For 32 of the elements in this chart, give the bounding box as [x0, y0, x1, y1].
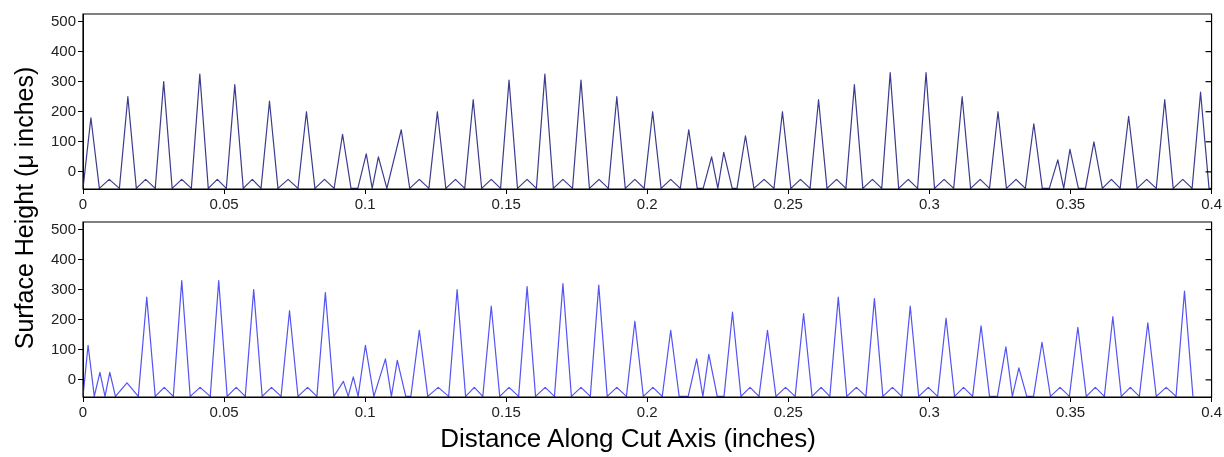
y-tick-label: 0: [67, 162, 76, 179]
y-tick-label: 100: [50, 339, 76, 357]
x-tick-label: 0.05: [209, 403, 239, 421]
y-tick-label: 500: [50, 11, 76, 29]
y-tick-label: 300: [50, 71, 76, 89]
x-tick-label: 0: [78, 403, 88, 421]
y-tick-label: 300: [50, 279, 76, 297]
x-tick-label: 0.4: [1201, 403, 1222, 421]
y-tick-label: 500: [50, 219, 76, 237]
y-tick-label: 0: [67, 370, 76, 387]
y-tick-label: 200: [50, 101, 76, 119]
x-tick-label: 0.4: [1201, 195, 1222, 213]
x-tick-label: 0.35: [1055, 403, 1086, 421]
x-tick-label: 0.25: [773, 403, 803, 421]
x-tick-label: 0.05: [209, 195, 239, 213]
y-tick-label: 100: [50, 131, 76, 149]
x-tick-label: 0.3: [919, 403, 940, 421]
x-tick-label: 0.15: [491, 195, 521, 213]
x-tick-label: 0.1: [354, 403, 376, 421]
x-tick-label: 0.3: [919, 195, 940, 213]
x-tick-label: 0.2: [636, 195, 658, 213]
y-axis-title: Surface Height (μ inches): [9, 66, 39, 350]
x-tick-label: 0.2: [636, 403, 658, 421]
x-tick-label: 0.15: [491, 403, 521, 421]
x-axis-title: Distance Along Cut Axis (inches): [440, 422, 816, 454]
x-tick-label: 0: [78, 195, 88, 213]
x-tick-label: 0.35: [1055, 195, 1086, 213]
x-tick-label: 0.1: [354, 195, 376, 213]
y-tick-label: 400: [50, 41, 76, 59]
x-tick-label: 0.25: [773, 195, 803, 213]
y-tick-label: 200: [50, 309, 76, 327]
y-tick-label: 400: [50, 249, 76, 267]
